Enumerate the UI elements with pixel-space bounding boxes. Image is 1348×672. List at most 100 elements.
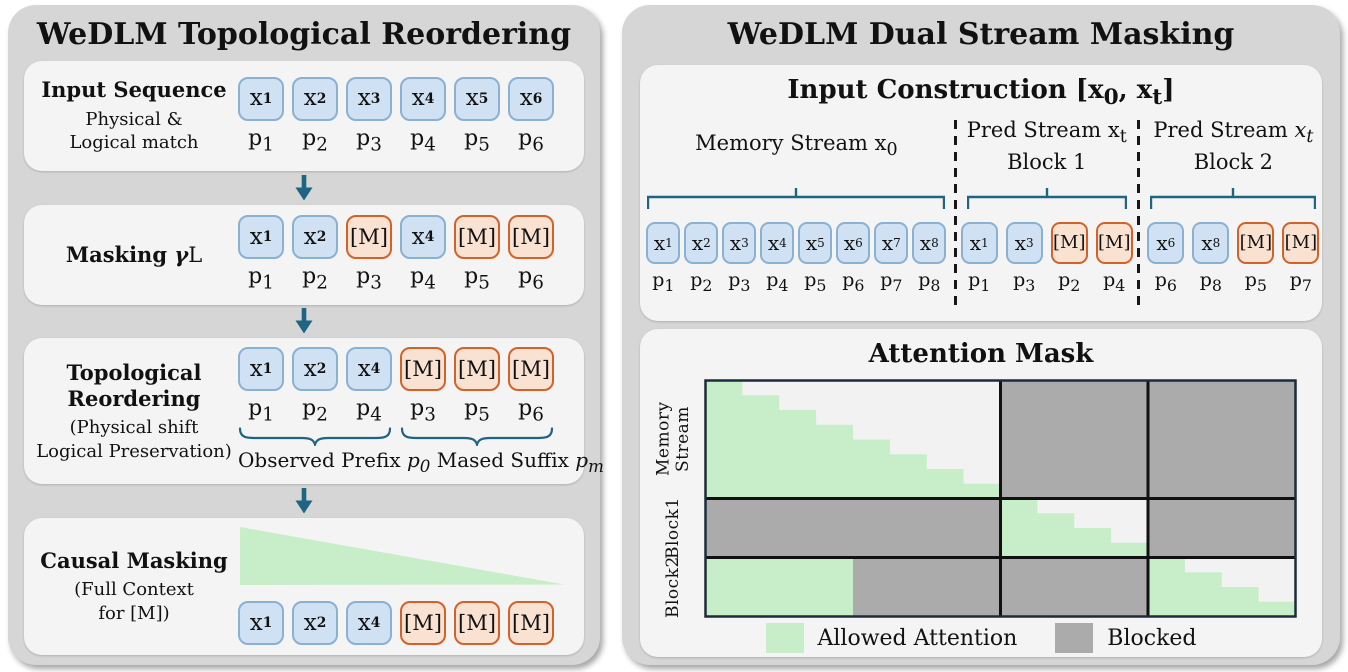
position-label: p8 — [1199, 269, 1222, 295]
group-label: Pred Stream xt Block 2 — [1153, 114, 1313, 178]
input-construction-box: Input Construction [x0, xt] Memory Strea… — [640, 65, 1322, 321]
step-masking: Masking γL x 1 x 2 [M] x 4 [M] [M] p1 p2 p3 p4 p5 p6 — [24, 204, 584, 305]
position-label: p2 — [690, 269, 713, 295]
step-heading: Input Sequence — [41, 77, 227, 103]
group-label: Memory Stream x0 — [695, 114, 897, 178]
row-label-memory-stream: Memory Stream — [653, 401, 693, 477]
position-row: p1 p2 p4 p3 p5 p6 — [238, 396, 554, 425]
position-label: p3 — [728, 269, 751, 295]
step-input-sequence: Input Sequence Physical & Logical match x 1 x… — [24, 61, 584, 171]
legend-label-blocked: Blocked — [1107, 625, 1197, 651]
legend-item-allowed: Allowed Attention — [765, 623, 1017, 653]
step-content: x 1 x 2 [M] x 4 [M] [M] p1 p2 p3 p4 p5 p6 — [238, 215, 554, 294]
step-heading: Causal Masking — [40, 547, 228, 573]
group-label-line1: Pred Stream xt — [1153, 118, 1314, 148]
attention-legend: Allowed Attention Blocked — [640, 623, 1322, 653]
position-label: p6 — [518, 396, 544, 426]
mask-token: [M] — [346, 215, 392, 260]
input-construction-title: Input Construction [x0, xt] — [787, 75, 1175, 111]
mask-token: [M] — [1237, 222, 1275, 265]
row-label-block2: Block2 — [663, 556, 684, 619]
legend-swatch-blocked — [1055, 623, 1094, 653]
position-label: p2 — [1058, 269, 1081, 295]
position-label: p4 — [1103, 269, 1126, 295]
mask-cell-r2c0 — [705, 557, 1001, 617]
causal-attention-triangle — [240, 527, 564, 589]
dashed-divider — [953, 120, 957, 307]
underbrace-row — [238, 426, 554, 446]
position-label: p5 — [464, 396, 490, 426]
position-row: p1 p2 p3 p4 p5 p6 p7 p8 — [646, 269, 946, 295]
stream-bracket-icon — [966, 188, 1127, 210]
position-label: p4 — [410, 125, 436, 156]
position-label: p4 — [356, 396, 382, 426]
position-label: p4 — [410, 264, 436, 294]
attention-mask-svg — [704, 379, 1297, 618]
mask-token: [M] — [1050, 222, 1088, 265]
attention-mask-box: Attention Mask Memory Stream Block1 Block… — [640, 329, 1322, 657]
arrow-down-icon — [295, 308, 313, 334]
position-label: p8 — [918, 269, 941, 295]
mask-token: [M] — [400, 601, 446, 646]
attention-mask-grid — [704, 379, 1297, 622]
position-label: p1 — [248, 396, 274, 426]
position-label: p6 — [518, 264, 544, 294]
position-label: p2 — [302, 396, 328, 426]
step-label-input-sequence: Input Sequence Physical & Logical match — [36, 77, 232, 154]
group-bracket — [647, 188, 946, 214]
step-label-masking: Masking γL — [36, 242, 232, 268]
position-label: p1 — [652, 269, 675, 295]
group-label-line1: Memory Stream x0 — [695, 131, 898, 161]
mask-token: [M] — [508, 601, 554, 646]
mask-token: [M] — [454, 215, 500, 260]
step-subtitle: Physical & Logical match — [69, 108, 199, 154]
flow-arrow — [24, 308, 584, 334]
position-label: p2 — [302, 264, 328, 294]
left-panel-topological-reordering: WeDLM Topological Reordering Input Seque… — [8, 5, 604, 665]
stream-bracket-icon — [647, 188, 946, 210]
left-panel-title: WeDLM Topological Reordering — [36, 17, 572, 52]
group-label: Pred Stream xt Block 1 — [967, 114, 1127, 178]
position-label: p6 — [518, 125, 544, 156]
flow-arrow — [24, 488, 584, 514]
underbrace-icon — [400, 426, 554, 446]
step-content: x 1 x 2 x 4 [M] [M] [M] p1 p2 p4 p3 p5 p6 Observed Pref… — [238, 347, 604, 476]
mask-cell-r1c1 — [1000, 498, 1148, 558]
position-label: p5 — [464, 125, 490, 156]
position-label: p5 — [804, 269, 827, 295]
token-row: x 1 x 2 [M] x 4 [M] [M] — [238, 215, 554, 260]
group-bracket — [1150, 188, 1317, 214]
stream-bracket-icon — [1150, 188, 1317, 210]
mask-cell-r2c1 — [1000, 557, 1148, 617]
prefix-suffix-caption: Observed Prefix p0 Mased Suffix pm — [238, 447, 604, 476]
position-label: p6 — [842, 269, 865, 295]
position-label: p5 — [1244, 269, 1267, 295]
mask-cell-r2c2 — [1148, 557, 1296, 617]
step-topological-reordering: Topological Reordering (Physical shift Logi… — [24, 338, 604, 485]
token-row: x 6 x 8 [M] [M] — [1147, 222, 1320, 265]
position-row: p1 p2 p3 p4 p5 p6 — [238, 264, 554, 293]
arrow-down-icon — [295, 488, 313, 514]
mask-cell-r1c2 — [1148, 498, 1296, 558]
mask-token: [M] — [508, 347, 554, 392]
dashed-divider — [1136, 120, 1140, 307]
position-label: p3 — [1013, 269, 1036, 295]
mask-token: [M] — [400, 347, 446, 392]
position-label: p1 — [248, 125, 274, 156]
step-label-topological-reordering: Topological Reordering (Physical shift Logi… — [36, 360, 232, 463]
